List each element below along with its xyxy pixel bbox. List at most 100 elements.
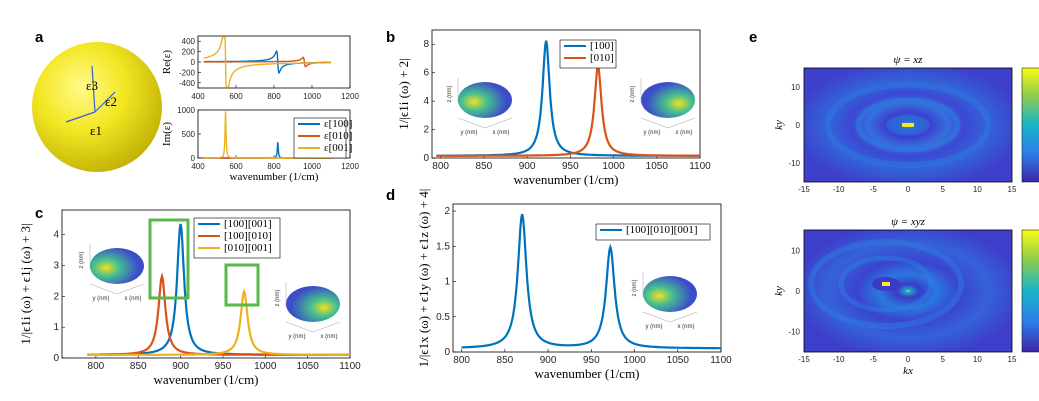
a_re-xtick: 800	[267, 92, 281, 101]
a_re-xtick: 1200	[341, 92, 359, 101]
a_im-xtick: 1200	[341, 162, 359, 171]
e_bot-xtick: 10	[973, 355, 982, 364]
d-xtick: 950	[583, 355, 600, 366]
e_top-xtick: -15	[798, 185, 810, 194]
series-line	[203, 36, 331, 88]
axis-e1-arrow	[65, 111, 96, 123]
c-xtick: 1050	[297, 361, 320, 372]
d-frame	[452, 203, 722, 353]
e_top-colorbar	[1021, 67, 1039, 183]
a_re-ytick: 200	[182, 48, 196, 57]
axis-e3-arrow	[91, 65, 96, 113]
inset-xlabel: x (nm)	[493, 130, 510, 136]
e_top-title: ψ = xz	[894, 54, 924, 66]
a_im-ytick: 500	[182, 130, 196, 139]
b-ytick: 4	[423, 96, 429, 107]
d-ytick: 2	[444, 206, 450, 217]
e_bot-ytick: 10	[791, 246, 800, 255]
b-ytick: 0	[423, 153, 429, 164]
b-ytick: 8	[423, 39, 429, 50]
series-line	[436, 62, 700, 157]
inset-b-right: z (nm) y (nm) x (nm)	[630, 78, 696, 136]
plot-a-imag: 400 600 800 1000 1200 1000 500 0 wavenumber (1/c…	[161, 106, 359, 183]
a_im-xtick: 800	[267, 162, 281, 171]
sphere-illustration: ε3 ε2 ε1	[32, 42, 162, 172]
c-xtick: 1100	[339, 361, 361, 372]
legend-entry: [100][010]	[224, 230, 272, 242]
c-xtick: 1000	[254, 361, 277, 372]
legend-d	[595, 223, 711, 241]
inset-zlabel: z (nm)	[630, 86, 636, 103]
inset-xlabel: x (nm)	[676, 130, 693, 136]
inset-ylabel: y (nm)	[93, 296, 110, 302]
legend-entry: ε[100]	[324, 118, 352, 130]
b-ytick: 6	[423, 68, 429, 79]
c-ytick: 3	[53, 261, 59, 272]
inset-c-right: z (nm) y (nm) x (nm)	[275, 282, 341, 340]
inset-xlabel: x (nm)	[125, 296, 142, 302]
a_re-ytick: -200	[179, 68, 196, 77]
e_top-ylabel: ky	[773, 120, 785, 130]
a_re-ytick: -400	[179, 79, 196, 88]
plot-d: 800 850 900 950 1000 1050 1100 2 1.5 1 0.5 0 wavenum…	[416, 189, 732, 381]
legend-entry: [100][001]	[224, 218, 272, 230]
d-xlabel: wavenumber (1/cm)	[534, 366, 639, 381]
inset-xlabel: x (nm)	[321, 334, 338, 340]
b-xtick: 1100	[689, 161, 711, 172]
e_top-ytick: -10	[788, 159, 800, 168]
inset-zlabel: z (nm)	[79, 252, 85, 269]
legend-entry: ε[001]	[324, 142, 352, 154]
plot-c: 800 850 900 950 1000 1050 1100 4 3 2 1 0 wavenumber …	[18, 209, 361, 387]
inset-d: z (nm) y (nm) x (nm)	[632, 272, 698, 330]
legend-entry: [010][001]	[224, 242, 272, 254]
a_re-xtick: 600	[229, 92, 243, 101]
axis-e2-arrow	[94, 91, 116, 113]
c-xtick: 800	[88, 361, 105, 372]
plot-b: 800 850 900 950 1000 1050 1100 8 6 4 2 0 wavenumber …	[396, 29, 711, 187]
e_bot-colorbar	[1021, 229, 1039, 353]
d-ytick: 0	[444, 347, 450, 358]
inset-ylabel: y (nm)	[461, 130, 478, 136]
panel-label-c: c	[35, 205, 43, 222]
d-xtick: 1050	[667, 355, 690, 366]
sphere-label-e3: ε3	[86, 78, 98, 93]
d-ytick: 0.5	[436, 312, 450, 323]
e_top-xtick: 10	[973, 185, 982, 194]
legend-entry: ε[010]	[324, 130, 352, 142]
b-xtick: 1000	[602, 161, 625, 172]
series-line	[87, 288, 350, 356]
a_im-ytick: 0	[191, 154, 196, 163]
a_im-xtick: 400	[191, 162, 205, 171]
inset-zlabel: z (nm)	[447, 86, 453, 103]
a_im-ylabel: Im(ε)	[161, 122, 173, 147]
e_top-ytick: 0	[796, 121, 801, 130]
b-frame	[431, 29, 701, 159]
b-xtick: 900	[519, 161, 536, 172]
e_bot-ylabel: ky	[773, 286, 785, 296]
c-ytick: 4	[53, 230, 59, 241]
panel-label-e: e	[749, 29, 757, 46]
b-xtick: 950	[562, 161, 579, 172]
d-xtick: 1000	[623, 355, 646, 366]
e_bot-ytick: -10	[788, 328, 800, 337]
inset-ylabel: y (nm)	[289, 334, 306, 340]
d-xtick: 800	[453, 355, 470, 366]
b-ytick: 2	[423, 125, 429, 136]
inset-b-left: z (nm) y (nm) x (nm)	[447, 78, 513, 136]
a_re-ytick: 400	[182, 37, 196, 46]
d-ytick: 1	[444, 277, 450, 288]
legend-entry: [100][010][001]	[626, 224, 697, 236]
e_top-xtick: -5	[870, 185, 878, 194]
c-xtick: 850	[130, 361, 147, 372]
c-frame	[61, 209, 351, 359]
e_top-xtick: -10	[833, 185, 845, 194]
b-ylabel: 1/|ϵ1i (ω) + 2|	[396, 58, 411, 130]
heatmap-bottom-image	[804, 230, 1012, 352]
a_re-xtick: 400	[191, 92, 205, 101]
e_bot-xtick: 15	[1008, 355, 1017, 364]
a_im-xtick: 600	[229, 162, 243, 171]
legend-b	[559, 39, 617, 69]
legend-entry: [100]	[590, 40, 614, 52]
